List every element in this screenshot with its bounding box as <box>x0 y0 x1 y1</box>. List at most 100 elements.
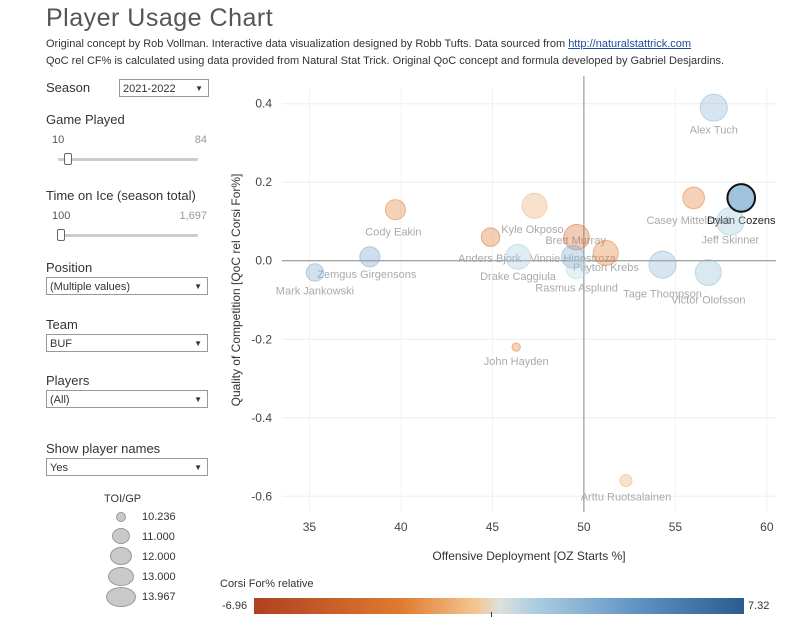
games-played-slider-handle[interactable] <box>64 153 72 165</box>
size-legend-label: 13.000 <box>142 571 176 583</box>
team-label: Team <box>46 317 78 332</box>
player-point <box>648 250 677 279</box>
player-name-label: Brett Murray <box>545 235 606 247</box>
y-tick-label: -0.6 <box>251 489 272 503</box>
size-legend-item: 13.000 <box>104 567 204 588</box>
toi-slider-handle[interactable] <box>57 229 65 241</box>
page-title: Player Usage Chart <box>46 4 274 32</box>
position-select[interactable]: (Multiple values) ▼ <box>46 277 208 295</box>
chevron-down-icon: ▼ <box>194 282 202 291</box>
size-legend-item: 10.236 <box>104 508 204 528</box>
player-point <box>521 192 548 219</box>
x-tick-label: 35 <box>303 520 317 534</box>
season-label: Season <box>46 80 91 95</box>
subtitle-line-2: QoC rel CF% is calculated using data pro… <box>46 55 725 67</box>
size-legend-item: 12.000 <box>104 547 204 568</box>
toi-max: 1,697 <box>179 210 207 222</box>
player-name-label: Dylan Cozens <box>707 215 776 227</box>
games-played-min: 10 <box>52 134 65 146</box>
subtitle-text: Original concept by Rob Vollman. Interac… <box>46 38 566 50</box>
size-legend-label: 10.236 <box>142 511 176 523</box>
player-name-label: Jeff Skinner <box>701 234 759 246</box>
y-tick-label: -0.4 <box>251 411 272 425</box>
player-point <box>726 183 757 213</box>
player-name-label: Rasmus Asplund <box>535 283 618 295</box>
players-value: (All) <box>50 394 70 406</box>
position-value: (Multiple values) <box>50 281 131 293</box>
size-legend-label: 11.000 <box>142 531 175 543</box>
size-legend-dot <box>108 567 134 586</box>
size-legend-dot <box>106 587 136 607</box>
color-legend-max: 7.32 <box>748 600 770 612</box>
toi-range: 100 1,697 <box>52 210 207 222</box>
show-names-select[interactable]: Yes ▼ <box>46 458 208 476</box>
size-legend-label: 13.967 <box>142 591 176 603</box>
player-name-label: Kyle Okposo <box>501 224 563 236</box>
color-legend-min: -6.96 <box>222 600 248 612</box>
team-value: BUF <box>50 338 72 350</box>
toi-label: Time on Ice (season total) <box>46 188 196 203</box>
player-name-label: Alex Tuch <box>690 125 738 137</box>
player-point <box>619 474 633 488</box>
x-axis-label: Offensive Deployment [OZ Starts %] <box>432 549 625 563</box>
games-played-track[interactable] <box>58 158 198 161</box>
y-axis-label: Quality of Competition [QoC rel Corsi Fo… <box>229 174 243 407</box>
toi-min: 100 <box>52 210 71 222</box>
size-legend-title: TOI/GP <box>104 493 142 505</box>
y-tick-label: 0.4 <box>255 97 272 111</box>
games-played-range: 10 84 <box>52 134 207 146</box>
player-name-label: Cody Eakin <box>365 227 421 239</box>
size-legend-dot <box>112 528 130 544</box>
player-point <box>511 342 521 352</box>
players-select[interactable]: (All) ▼ <box>46 390 208 408</box>
size-legend-item: 13.967 <box>104 587 204 608</box>
size-legend-item: 11.000 <box>104 528 204 548</box>
player-point <box>359 246 381 268</box>
y-tick-label: 0.0 <box>255 254 272 268</box>
player-name-label: Tage Thompson <box>623 289 702 301</box>
player-point <box>694 259 722 287</box>
x-tick-label: 40 <box>394 520 408 534</box>
chevron-down-icon: ▼ <box>194 463 202 472</box>
show-names-label: Show player names <box>46 441 161 456</box>
player-point <box>561 244 585 269</box>
size-legend-dot <box>110 547 132 565</box>
toi-track[interactable] <box>58 234 198 237</box>
source-link[interactable]: http://naturalstattrick.com <box>568 38 692 50</box>
x-tick-label: 50 <box>577 520 591 534</box>
player-point <box>563 223 590 251</box>
color-legend-midpoint <box>491 612 492 617</box>
player-name-label: Zemgus Girgensons <box>317 269 417 281</box>
x-tick-label: 45 <box>486 520 500 534</box>
player-point <box>565 257 588 280</box>
player-name-label: Victor Olofsson <box>671 295 745 307</box>
size-legend-dot <box>116 512 126 522</box>
player-point <box>305 263 325 282</box>
chevron-down-icon: ▼ <box>194 395 202 404</box>
player-point <box>384 199 407 221</box>
show-names-value: Yes <box>50 462 68 474</box>
player-name-label: Mark Jankowski <box>276 286 354 298</box>
player-point <box>505 243 532 270</box>
player-point <box>682 186 706 210</box>
y-tick-label: 0.2 <box>255 175 272 189</box>
player-name-label: Arttu Ruotsalainen <box>581 492 672 504</box>
players-label: Players <box>46 373 90 388</box>
games-played-label: Game Played <box>46 112 125 127</box>
player-name-label: Casey Mittelstadt <box>646 215 730 227</box>
subtitle-line-1: Original concept by Rob Vollman. Interac… <box>46 38 691 50</box>
season-select[interactable]: 2021-2022 ▼ <box>119 79 209 97</box>
season-value: 2021-2022 <box>123 83 176 95</box>
color-legend-title: Corsi For% relative <box>220 578 314 590</box>
player-name-label: John Hayden <box>484 356 549 368</box>
player-point <box>480 227 501 247</box>
chevron-down-icon: ▼ <box>194 339 202 348</box>
team-select[interactable]: BUF ▼ <box>46 334 208 352</box>
position-label: Position <box>46 260 93 275</box>
player-point <box>699 93 728 122</box>
player-name-label: Peyton Krebs <box>573 262 640 274</box>
x-tick-label: 60 <box>760 520 774 534</box>
y-tick-label: -0.2 <box>251 332 272 346</box>
chevron-down-icon: ▼ <box>195 84 203 93</box>
